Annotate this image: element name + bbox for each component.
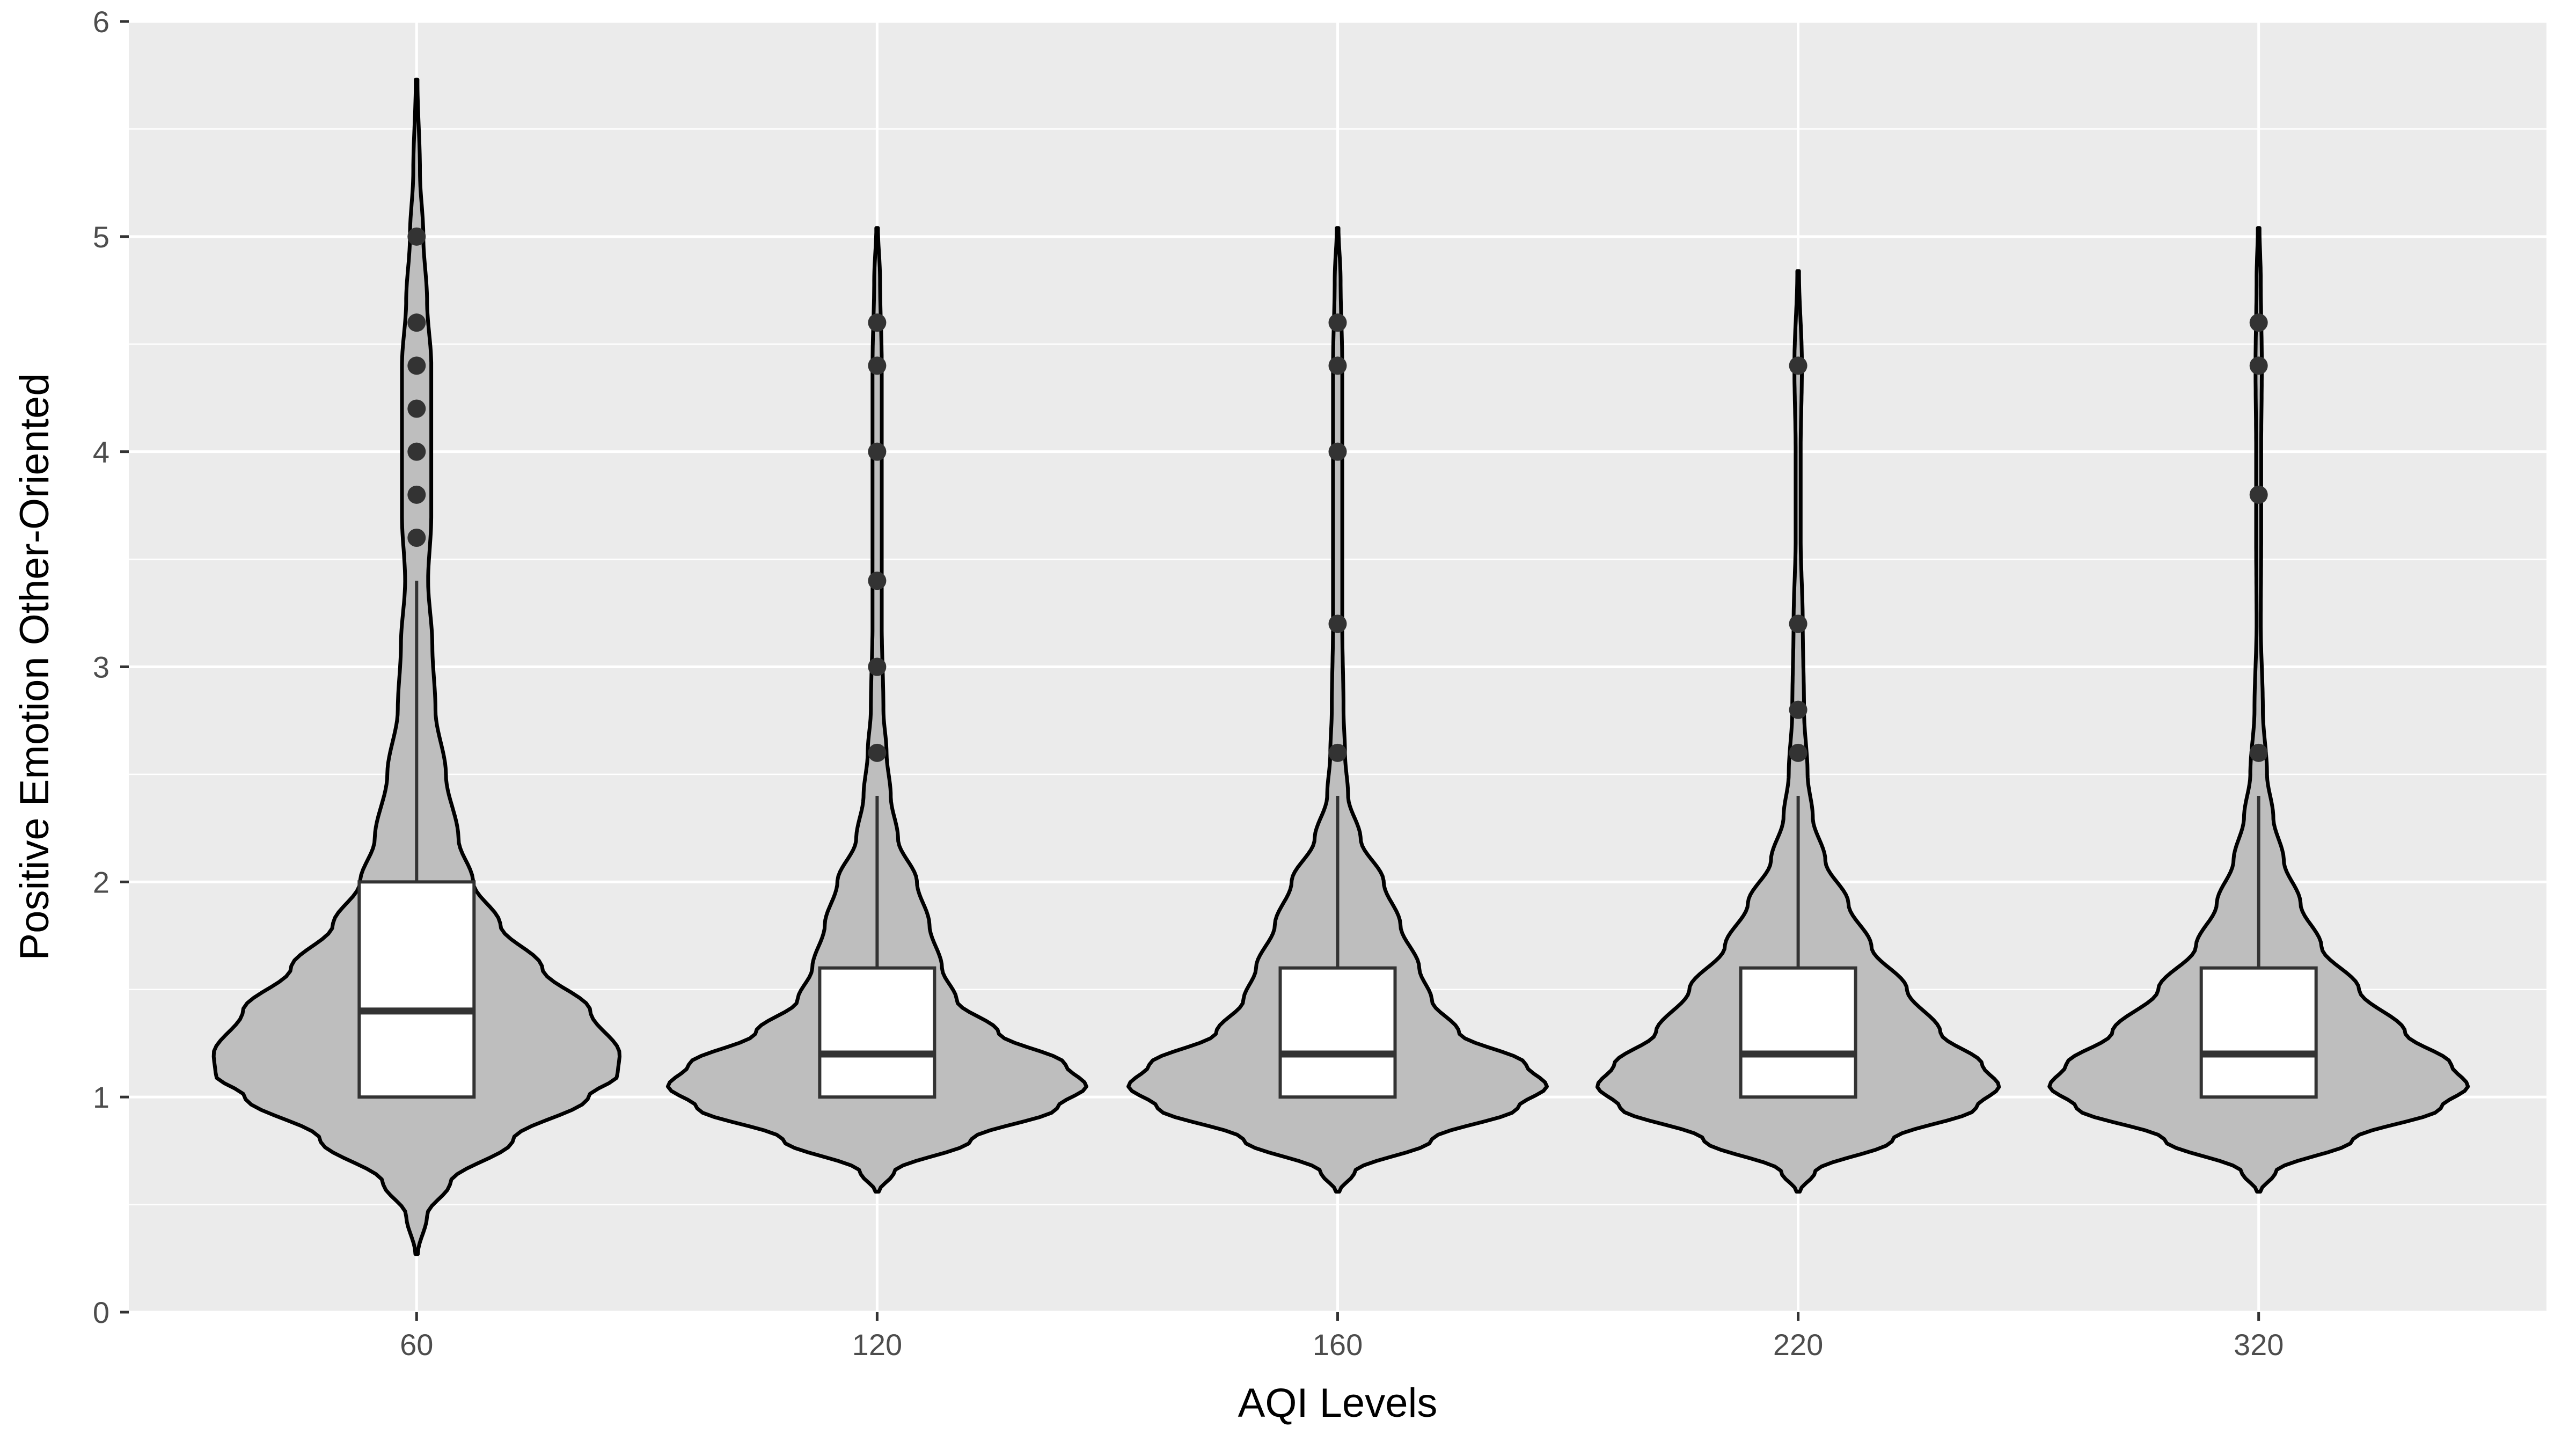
outlier-point <box>868 743 887 762</box>
outlier-point <box>407 485 426 504</box>
x-tick-label: 220 <box>1773 1328 1823 1362</box>
violin-220 <box>1595 269 2001 1194</box>
box-320 <box>2199 966 2318 1099</box>
outlier-point <box>868 313 887 332</box>
y-tick-label: 6 <box>93 5 109 39</box>
outlier-point <box>868 657 887 676</box>
outlier-point <box>1328 614 1347 633</box>
outlier-point <box>407 399 426 418</box>
x-tick-label: 120 <box>852 1328 902 1362</box>
violin-320 <box>2047 226 2470 1194</box>
box-60 <box>357 880 476 1099</box>
outlier-point <box>1789 614 1807 633</box>
violin-160 <box>1126 226 1549 1194</box>
outlier-point <box>407 442 426 461</box>
outlier-point <box>1328 356 1347 375</box>
y-tick-label: 1 <box>93 1080 109 1114</box>
outlier-point <box>868 572 887 590</box>
outlier-point <box>2249 313 2268 332</box>
x-axis-title: AQI Levels <box>1238 1380 1438 1426</box>
outlier-point <box>2249 485 2268 504</box>
outlier-point <box>1328 743 1347 762</box>
outlier-point <box>1789 743 1807 762</box>
y-axis-title: Positive Emotion Other-Oriented <box>12 373 57 960</box>
y-tick-label: 3 <box>93 650 109 684</box>
x-tick-label: 160 <box>1313 1328 1363 1362</box>
outlier-point <box>1328 313 1347 332</box>
outlier-point <box>868 356 887 375</box>
y-tick-label: 5 <box>93 220 109 254</box>
outlier-point <box>407 227 426 246</box>
box-220 <box>1739 966 1857 1099</box>
outlier-point <box>2249 356 2268 375</box>
outlier-point <box>1789 700 1807 719</box>
y-tick-label: 2 <box>93 865 109 899</box>
outlier-point <box>1789 356 1807 375</box>
outlier-point <box>407 313 426 332</box>
axes: 0 1 2 3 4 5 6 60 120 160 220 320 <box>93 5 2284 1362</box>
x-tick-label: 60 <box>400 1328 433 1362</box>
boxplots <box>357 227 2318 1099</box>
box-120 <box>818 966 936 1099</box>
outlier-point <box>868 442 887 461</box>
outlier-point <box>407 356 426 375</box>
x-tick-label: 320 <box>2234 1328 2284 1362</box>
box-160 <box>1278 966 1397 1099</box>
violin-120 <box>665 226 1088 1194</box>
outlier-point <box>1328 442 1347 461</box>
y-tick-label: 4 <box>93 435 109 469</box>
outlier-point <box>407 529 426 547</box>
outlier-point <box>2249 743 2268 762</box>
y-tick-label: 0 <box>93 1296 109 1329</box>
